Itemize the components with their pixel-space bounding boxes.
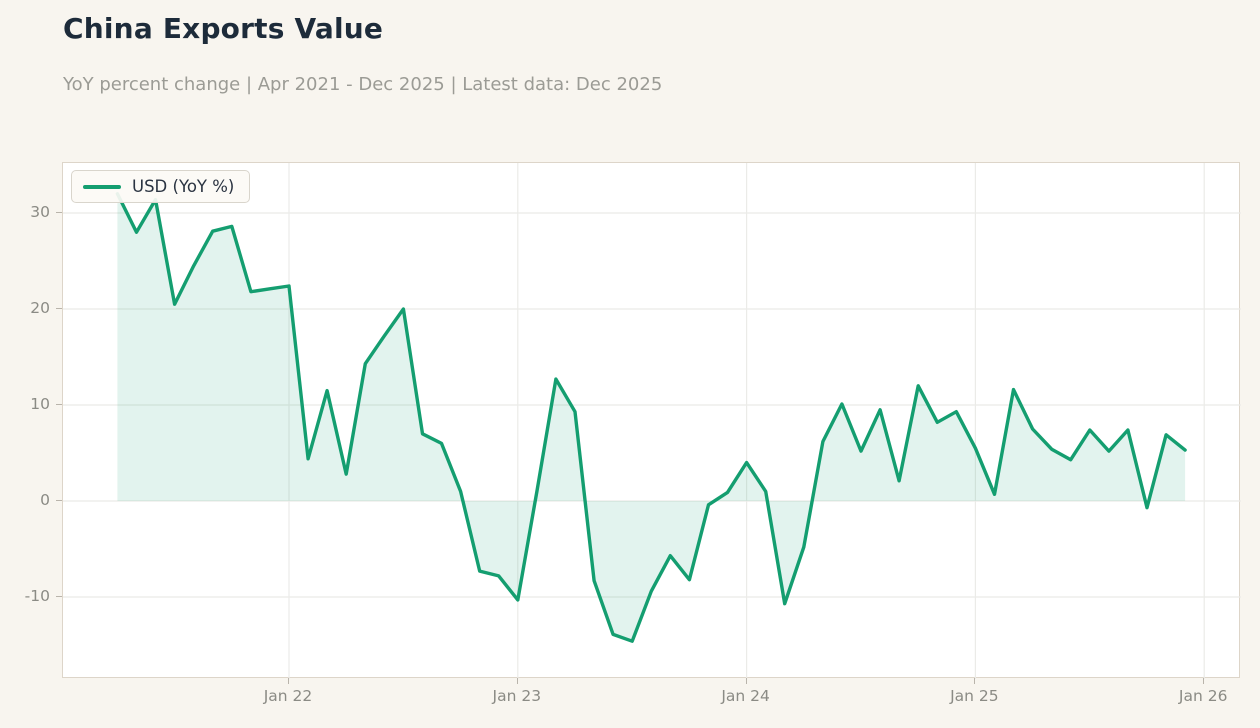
y-tick-mark bbox=[56, 212, 62, 213]
x-tick-mark bbox=[974, 678, 976, 684]
x-tick-label: Jan 23 bbox=[492, 687, 542, 705]
y-tick-label: 30 bbox=[30, 203, 50, 221]
series-area-fill bbox=[117, 193, 1186, 642]
y-tick-label: -10 bbox=[24, 587, 50, 605]
x-tick-label: Jan 25 bbox=[950, 687, 999, 705]
x-tick-mark bbox=[288, 678, 289, 684]
x-tick-label: Jan 22 bbox=[263, 687, 313, 705]
y-tick-label: 0 bbox=[40, 491, 50, 509]
legend-line-swatch bbox=[83, 184, 121, 189]
legend-label: USD (YoY %) bbox=[132, 177, 235, 196]
plot-area bbox=[62, 162, 1241, 679]
y-tick-label: 10 bbox=[30, 395, 50, 413]
chart-canvas bbox=[63, 163, 1241, 679]
x-tick-mark bbox=[1203, 678, 1205, 684]
x-tick-label: Jan 24 bbox=[721, 687, 770, 705]
legend: USD (YoY %) bbox=[71, 170, 251, 203]
x-tick-mark bbox=[516, 678, 518, 684]
x-tick-mark bbox=[745, 678, 747, 684]
chart-title: China Exports Value bbox=[63, 12, 384, 45]
y-tick-mark bbox=[56, 308, 62, 309]
y-tick-label: 20 bbox=[30, 299, 50, 317]
y-tick-mark bbox=[56, 596, 62, 597]
x-tick-label: Jan 26 bbox=[1178, 687, 1228, 705]
y-tick-mark bbox=[56, 404, 62, 405]
chart-subtitle: YoY percent change | Apr 2021 - Dec 2025… bbox=[63, 74, 663, 95]
series-line-usd-yoy bbox=[115, 192, 1187, 643]
y-tick-mark bbox=[56, 500, 62, 501]
